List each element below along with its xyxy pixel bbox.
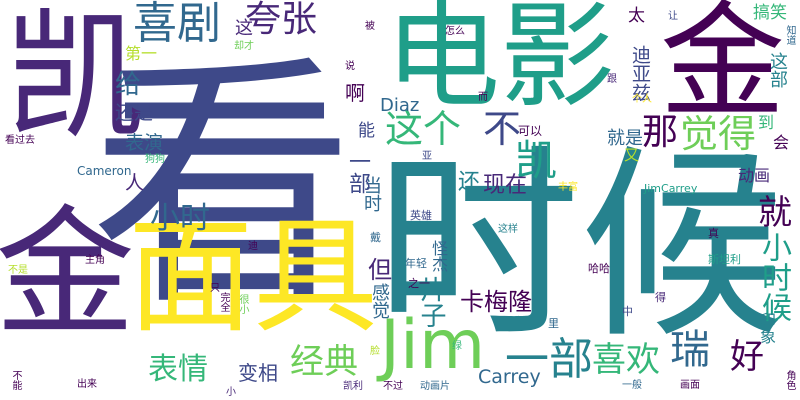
word-zhe-ge: 这个: [385, 107, 462, 151]
word-hai: 还: [458, 170, 481, 195]
word-bu: 不: [483, 107, 522, 151]
word-xian-zai: 现在: [483, 173, 528, 198]
word-dong-hua-pian: 动画片: [420, 381, 450, 392]
word-diaz: Diaz: [380, 95, 420, 116]
word-ge-ren: 个人: [632, 94, 652, 105]
word-kai-small: 凯: [515, 136, 558, 185]
word-zhen: 真: [708, 227, 719, 240]
word-dao: 到: [758, 113, 775, 132]
word-yi-bu: 一部: [505, 334, 593, 385]
word-jin: 金: [660, 0, 785, 135]
word-dong-hua: 动画: [738, 166, 771, 185]
word-cameron: Cameron: [77, 164, 132, 178]
word-xi-huan: 喜欢: [592, 340, 660, 380]
word-shi-hou: 时候: [375, 128, 785, 366]
word-dang-shi: 当时: [361, 176, 382, 212]
word-biao-qing: 表情: [148, 352, 208, 387]
word-chu-lai: 出来: [77, 379, 97, 390]
word-zen-me: 怎么: [445, 26, 465, 37]
word-mian-ju: 面具: [128, 205, 378, 350]
word-ke-yi: 可以: [518, 124, 543, 138]
word-zhe-bu: 这部: [767, 52, 788, 88]
word-xi-ju: 喜剧: [133, 0, 221, 49]
word-jim: Jim: [380, 306, 486, 385]
word-zhu-jiao: 主角: [85, 255, 105, 266]
word-gen: 跟: [607, 74, 617, 85]
word-bian-xiang: 变相: [238, 361, 278, 385]
word-jiu: 就: [758, 193, 792, 233]
word-ha-ha: 哈哈: [588, 262, 610, 275]
word-gou-gou: 狗狗: [145, 154, 165, 165]
word-neng: 能: [358, 121, 375, 141]
word-dian-ying: 电影: [385, 0, 616, 124]
word-tai: 太: [628, 6, 645, 26]
word-di: 迪: [248, 241, 258, 252]
word-hui: 会: [773, 133, 790, 152]
word-si-tan-li: 斯坦利: [708, 253, 741, 266]
word-bu-shi: 不是: [8, 265, 28, 276]
word-you: 又: [624, 146, 640, 164]
word-gei: 给: [115, 70, 142, 100]
word-bu-guo: 不过: [383, 381, 403, 392]
word-biao-yan: 表演: [125, 132, 164, 154]
word-rang: 让: [668, 11, 678, 22]
word-hen-xiao: 很小: [237, 294, 248, 314]
word-jue-de: 觉得: [680, 112, 757, 156]
word-yi-bu-v: 一部: [345, 150, 370, 194]
word-gan-jue: 感觉: [369, 283, 390, 319]
word-jimcarrey: JimCarrey: [644, 182, 698, 195]
word-di-ya-zi: 迪亚兹: [629, 45, 651, 102]
word-bu-neng: 不能: [10, 370, 21, 390]
word-di-yi: 第一: [125, 44, 158, 63]
word-zhong: 中: [622, 305, 633, 318]
word-guai-jie: 怪杰: [429, 240, 448, 272]
word-que-cai: 却才: [234, 41, 254, 52]
word-zhi: 只: [210, 283, 220, 294]
word-xiao: 小: [226, 387, 236, 398]
word-jiao-se: 角色: [784, 370, 795, 390]
word-shuo: 说: [345, 61, 355, 72]
word-kua-zhang: 夸张: [245, 0, 318, 40]
word-jiu-shi: 就是: [607, 128, 643, 149]
word-pian-zi: 片子: [416, 276, 446, 328]
word-bei: 被: [365, 21, 375, 32]
word-er: 而: [478, 92, 488, 103]
word-carrey: Carrey: [478, 366, 541, 388]
word-xiao-shi: 小时: [150, 201, 210, 236]
word-hai-shi: 还是: [115, 102, 154, 124]
word-rui: 瑞: [670, 327, 710, 373]
word-jing-dian: 经典: [290, 342, 358, 382]
word-na: 那: [642, 112, 679, 153]
word-hao: 好: [730, 337, 764, 377]
word-lian: 脸: [370, 346, 380, 357]
word-li: 里: [548, 317, 559, 330]
word-jin-2: 金: [0, 193, 136, 356]
word-feng-fu: 丰富: [558, 182, 578, 193]
word-xiao-shi-hou: 小时候: [756, 232, 791, 322]
word-ka-mei-long: 卡梅隆: [460, 288, 532, 316]
word-wan-quan: 完全: [218, 292, 229, 312]
word-yi-ban: 一般: [622, 380, 642, 391]
word-dan: 但: [368, 256, 392, 284]
word-hua-mian: 画面: [680, 380, 700, 391]
word-yin-xiang: 印象: [757, 312, 776, 344]
word-a: 啊: [345, 81, 365, 105]
word-kai: 凯: [5, 0, 146, 159]
word-de: 得: [655, 291, 666, 304]
word-zhe: 这: [235, 18, 253, 39]
word-zhe-yang: 这样: [498, 224, 518, 235]
word-zhi-yi: 之一: [408, 277, 430, 290]
word-kai-li: 凯利: [343, 381, 363, 392]
word-ren: 人: [125, 172, 145, 194]
word-lv: 绿: [452, 341, 462, 352]
word-zhi-dao: 知道: [784, 25, 795, 45]
word-kan: 看: [90, 33, 355, 341]
word-dai: 戴: [370, 231, 381, 244]
word-kan-guo-qu: 看过去: [5, 135, 35, 146]
word-nian-qing: 年轻: [405, 257, 427, 270]
word-ying-xiong: 英雄: [410, 209, 432, 222]
word-ya: 亚: [422, 151, 432, 162]
word-gao-xiao: 搞笑: [753, 3, 787, 23]
